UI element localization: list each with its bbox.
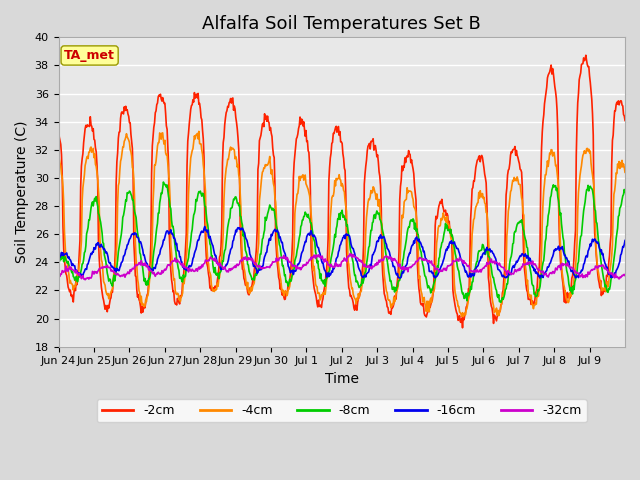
-16cm — [275, 235, 283, 240]
-16cm — [621, 238, 629, 243]
-8cm — [433, 272, 440, 278]
-32cm — [122, 272, 129, 277]
-2cm — [253, 226, 261, 232]
-2cm — [459, 325, 467, 331]
-4cm — [460, 314, 467, 320]
-16cm — [54, 255, 62, 261]
-4cm — [226, 147, 234, 153]
-4cm — [54, 147, 62, 153]
-8cm — [621, 190, 629, 195]
-16cm — [226, 251, 234, 256]
Text: TA_met: TA_met — [64, 49, 115, 62]
-4cm — [401, 198, 409, 204]
-4cm — [121, 137, 129, 143]
-32cm — [621, 273, 629, 278]
-8cm — [226, 215, 234, 221]
-32cm — [346, 251, 354, 256]
-2cm — [621, 118, 629, 123]
-16cm — [401, 264, 409, 270]
-16cm — [121, 251, 129, 257]
-4cm — [621, 169, 629, 175]
-2cm — [54, 126, 62, 132]
-8cm — [401, 246, 409, 252]
-16cm — [201, 224, 209, 229]
-4cm — [433, 240, 440, 246]
Title: Alfalfa Soil Temperatures Set B: Alfalfa Soil Temperatures Set B — [202, 15, 481, 33]
-32cm — [402, 267, 410, 273]
Line: -32cm: -32cm — [58, 253, 625, 280]
-16cm — [254, 269, 262, 275]
-8cm — [275, 242, 283, 248]
Line: -4cm: -4cm — [58, 132, 625, 317]
-4cm — [195, 129, 203, 134]
Y-axis label: Soil Temperature (C): Soil Temperature (C) — [15, 121, 29, 263]
-32cm — [81, 277, 89, 283]
-2cm — [121, 108, 129, 113]
X-axis label: Time: Time — [324, 372, 359, 386]
-8cm — [254, 269, 262, 275]
-2cm — [432, 214, 440, 219]
Line: -8cm: -8cm — [58, 182, 625, 302]
-16cm — [433, 274, 440, 279]
-8cm — [54, 263, 62, 269]
Legend: -2cm, -4cm, -8cm, -16cm, -32cm: -2cm, -4cm, -8cm, -16cm, -32cm — [97, 399, 587, 422]
-2cm — [225, 100, 233, 106]
-32cm — [226, 266, 234, 272]
-4cm — [254, 248, 262, 254]
-32cm — [433, 265, 441, 271]
-2cm — [582, 52, 589, 58]
-32cm — [275, 255, 283, 261]
Line: -16cm: -16cm — [58, 227, 625, 278]
Line: -2cm: -2cm — [58, 55, 625, 328]
-32cm — [54, 276, 62, 282]
-2cm — [401, 165, 408, 170]
-8cm — [497, 300, 505, 305]
-32cm — [254, 264, 262, 269]
-16cm — [536, 275, 544, 281]
-8cm — [159, 179, 167, 185]
-8cm — [121, 203, 129, 209]
-2cm — [275, 275, 282, 280]
-4cm — [275, 269, 283, 275]
